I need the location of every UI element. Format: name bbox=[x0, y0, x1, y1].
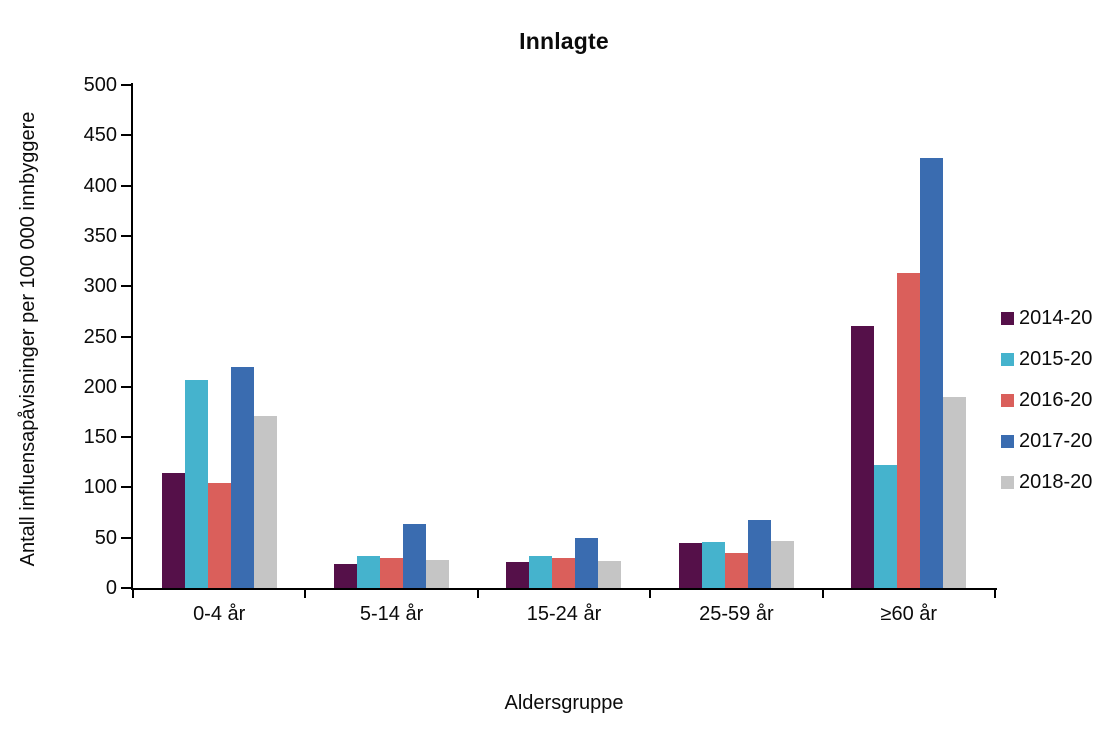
bar bbox=[184, 380, 208, 588]
bar bbox=[770, 541, 794, 588]
y-tick-label: 300 bbox=[83, 275, 117, 298]
y-tick-label: 150 bbox=[83, 426, 117, 449]
bar bbox=[529, 556, 553, 588]
legend: 2014-20 2015-20 2016-20 2017-20 2018-20 bbox=[1001, 307, 1092, 493]
y-tick-label: 200 bbox=[83, 375, 117, 398]
bar bbox=[575, 538, 599, 588]
bar bbox=[253, 416, 277, 588]
y-axis-title: Antall influensapåvisninger per 100 000 … bbox=[17, 111, 39, 567]
bar bbox=[426, 560, 450, 588]
bar bbox=[747, 520, 771, 588]
x-tick-mark bbox=[649, 588, 652, 598]
y-tick-mark bbox=[121, 234, 131, 237]
bar bbox=[897, 273, 921, 588]
y-tick-mark bbox=[121, 587, 131, 589]
y-tick-mark bbox=[121, 436, 131, 439]
y-tick-label: 50 bbox=[94, 526, 117, 549]
bar bbox=[161, 473, 185, 588]
legend-label: 2014-20 bbox=[1019, 306, 1093, 329]
legend-swatch bbox=[1001, 434, 1014, 448]
legend-label: 2016-20 bbox=[1019, 388, 1093, 411]
x-tick-mark bbox=[304, 588, 307, 598]
bar-group bbox=[305, 524, 477, 588]
bar-group bbox=[478, 538, 650, 588]
y-tick-mark bbox=[121, 536, 131, 539]
y-axis-line bbox=[131, 83, 133, 590]
y-tick-label: 500 bbox=[83, 74, 117, 96]
bar bbox=[207, 483, 231, 588]
bar-group bbox=[823, 158, 995, 588]
y-tick-label: 250 bbox=[83, 325, 117, 348]
y-tick-mark bbox=[121, 84, 131, 86]
legend-item: 2017-20 bbox=[1001, 430, 1092, 452]
legend-label: 2015-20 bbox=[1019, 347, 1093, 370]
legend-item: 2016-20 bbox=[1001, 389, 1092, 411]
bar bbox=[724, 553, 748, 588]
bar bbox=[403, 524, 427, 588]
x-axis-title: Aldersgruppe bbox=[504, 692, 624, 714]
y-tick-label: 0 bbox=[105, 577, 117, 599]
y-tick-mark bbox=[121, 285, 131, 288]
y-tick-mark bbox=[121, 486, 131, 489]
y-tick-label: 350 bbox=[83, 224, 117, 247]
x-tick-mark bbox=[132, 588, 134, 598]
x-category-label: 25-59 år bbox=[699, 603, 774, 625]
legend-label: 2017-20 bbox=[1019, 429, 1093, 452]
bar bbox=[598, 561, 622, 588]
legend-swatch bbox=[1001, 393, 1014, 407]
y-tick-mark bbox=[121, 134, 131, 137]
y-tick-label: 400 bbox=[83, 174, 117, 197]
legend-item: 2014-20 bbox=[1001, 307, 1092, 329]
y-tick-mark bbox=[121, 184, 131, 187]
bar bbox=[552, 558, 576, 588]
bar bbox=[357, 556, 381, 588]
legend-swatch bbox=[1001, 475, 1014, 489]
bar bbox=[701, 542, 725, 588]
x-tick-mark bbox=[476, 588, 479, 598]
bar bbox=[230, 367, 254, 588]
y-tick-mark bbox=[121, 335, 131, 338]
legend-item: 2015-20 bbox=[1001, 348, 1092, 370]
x-tick-mark bbox=[994, 588, 996, 598]
x-axis-line bbox=[131, 588, 997, 590]
x-category-label: ≥60 år bbox=[880, 603, 938, 625]
chart-title: Innlagte bbox=[519, 28, 609, 54]
y-tick-label: 100 bbox=[83, 476, 117, 499]
bar bbox=[380, 558, 404, 588]
x-category-label: 0-4 år bbox=[193, 603, 246, 625]
bar-group bbox=[133, 367, 305, 588]
legend-item: 2018-20 bbox=[1001, 471, 1092, 493]
bar bbox=[874, 465, 898, 588]
bar bbox=[920, 158, 944, 588]
y-tick-label: 450 bbox=[83, 124, 117, 147]
y-tick-mark bbox=[121, 385, 131, 388]
legend-swatch bbox=[1001, 352, 1014, 366]
legend-swatch bbox=[1001, 311, 1014, 325]
bar bbox=[678, 543, 702, 588]
bar bbox=[506, 562, 530, 588]
bar bbox=[334, 564, 358, 588]
x-category-label: 15-24 år bbox=[526, 603, 602, 625]
bar bbox=[943, 397, 967, 588]
legend-label: 2018-20 bbox=[1019, 470, 1093, 493]
x-category-label: 5-14 år bbox=[359, 603, 424, 625]
bar-group bbox=[650, 520, 822, 588]
x-tick-mark bbox=[821, 588, 824, 598]
bar bbox=[851, 326, 875, 588]
